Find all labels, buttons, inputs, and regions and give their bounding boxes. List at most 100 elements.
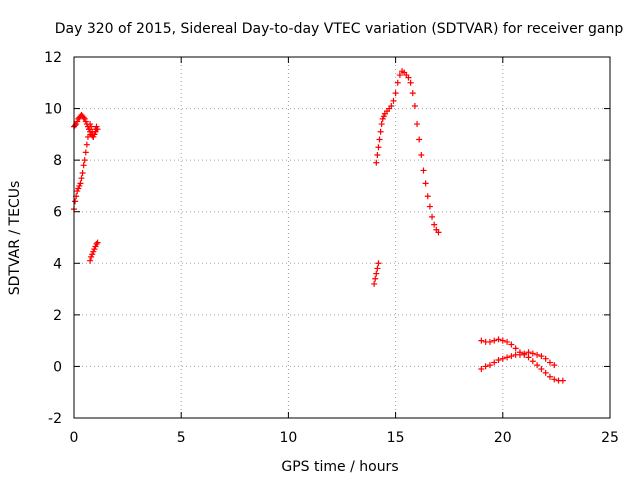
data-points <box>71 68 566 384</box>
data-point <box>390 97 397 104</box>
data-point <box>392 90 399 97</box>
x-tick-label: 15 <box>387 430 405 446</box>
data-point <box>508 341 515 348</box>
data-point <box>374 265 381 272</box>
y-tick-label: 6 <box>53 205 62 221</box>
data-point <box>486 362 493 369</box>
data-point <box>495 336 502 343</box>
data-point <box>482 363 489 370</box>
data-point <box>478 337 485 344</box>
data-point <box>84 133 91 140</box>
data-point <box>422 180 429 187</box>
data-point <box>486 338 493 345</box>
data-point <box>405 74 412 81</box>
data-point <box>512 345 519 352</box>
y-axis-label: SDTVAR / TECUs <box>7 181 23 296</box>
data-point <box>80 114 87 121</box>
data-point <box>516 351 523 358</box>
data-point <box>409 90 416 97</box>
data-point <box>373 270 380 277</box>
data-point <box>424 193 431 200</box>
data-point <box>529 358 536 365</box>
chart-title: Day 320 of 2015, Sidereal Day-to-day VTE… <box>55 21 624 37</box>
data-point <box>374 151 381 158</box>
data-point <box>83 141 90 148</box>
data-point <box>376 136 383 143</box>
data-point <box>525 354 532 361</box>
data-point <box>491 359 498 366</box>
data-point <box>372 275 379 282</box>
y-tick-label: 12 <box>44 50 62 66</box>
data-point <box>546 373 553 380</box>
data-point <box>72 198 79 205</box>
x-tick-label: 5 <box>177 430 186 446</box>
data-point <box>388 102 395 109</box>
y-tick-label: 10 <box>44 102 62 118</box>
data-point <box>504 338 511 345</box>
y-tick-label: 4 <box>53 256 62 272</box>
data-point <box>426 203 433 210</box>
data-point <box>375 260 382 267</box>
x-tick-label: 20 <box>494 430 512 446</box>
data-point <box>551 362 558 369</box>
data-point <box>373 159 380 166</box>
data-point <box>411 102 418 109</box>
data-point <box>551 376 558 383</box>
data-point <box>416 136 423 143</box>
data-point <box>491 337 498 344</box>
data-point <box>87 257 94 264</box>
data-point <box>396 72 403 79</box>
data-point <box>72 122 79 129</box>
data-point <box>499 337 506 344</box>
data-point <box>431 221 438 228</box>
data-point <box>93 240 100 247</box>
data-point <box>534 362 541 369</box>
data-point <box>504 354 511 361</box>
data-point <box>538 366 545 373</box>
data-point <box>478 366 485 373</box>
data-point <box>435 229 442 236</box>
data-point <box>78 175 85 182</box>
x-tick-labels: 0 5 10 15 20 25 <box>70 430 619 446</box>
y-tick-labels: -2 0 2 4 6 8 10 12 <box>44 50 62 427</box>
data-point <box>414 121 421 128</box>
data-point <box>82 149 89 156</box>
data-point <box>394 79 401 86</box>
data-point <box>534 351 541 358</box>
data-point <box>542 369 549 376</box>
data-point <box>429 213 436 220</box>
data-point <box>542 355 549 362</box>
data-point <box>377 128 384 135</box>
data-point <box>407 79 414 86</box>
data-point <box>77 180 84 187</box>
data-point <box>81 157 88 164</box>
data-point <box>420 167 427 174</box>
data-point <box>94 239 101 246</box>
grid-lines <box>74 57 610 418</box>
data-point <box>538 353 545 360</box>
y-tick-label: 0 <box>53 359 62 375</box>
data-point <box>508 353 515 360</box>
data-point <box>529 350 536 357</box>
data-point <box>559 377 566 384</box>
plot-frame <box>73 56 611 419</box>
data-point <box>521 350 528 357</box>
data-point <box>525 349 532 356</box>
y-tick-label: -2 <box>48 411 62 427</box>
data-point <box>80 162 87 169</box>
data-point <box>499 355 506 362</box>
data-point <box>418 151 425 158</box>
data-point <box>371 280 378 287</box>
x-tick-label: 10 <box>279 430 297 446</box>
data-point <box>375 144 382 151</box>
y-tick-label: 8 <box>53 153 62 169</box>
data-point <box>378 121 385 128</box>
data-point <box>546 359 553 366</box>
data-point <box>495 356 502 363</box>
axis-ticks <box>73 56 611 419</box>
x-tick-label: 25 <box>601 430 619 446</box>
y-tick-label: 2 <box>53 308 62 324</box>
x-axis-label: GPS time / hours <box>281 459 398 475</box>
data-point <box>93 126 100 133</box>
